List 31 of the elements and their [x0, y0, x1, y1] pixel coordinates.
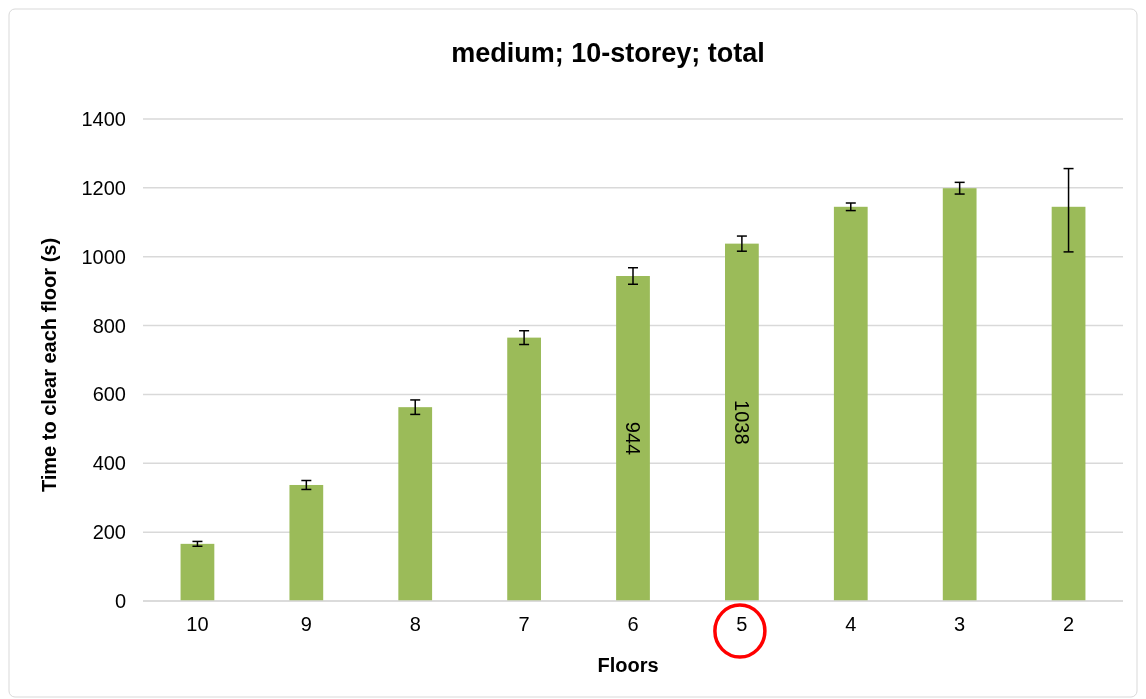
bar — [398, 407, 433, 601]
x-tick-label: 9 — [300, 613, 312, 635]
data-label: 1038 — [730, 400, 753, 445]
x-tick-label: 8 — [409, 613, 421, 635]
bar — [725, 243, 759, 601]
bar — [180, 543, 215, 601]
y-axis-title: Time to clear each floor (s) — [38, 237, 60, 493]
x-axis-title: Floors — [597, 654, 659, 676]
bar — [289, 484, 324, 601]
bar — [616, 275, 650, 601]
x-tick-label: 7 — [518, 613, 530, 635]
y-tick-label: 200 — [92, 521, 126, 544]
x-tick-label: 3 — [954, 613, 966, 635]
chart-title: medium; 10-storey; total — [451, 38, 765, 68]
x-tick-label: 4 — [845, 613, 857, 635]
data-label: 944 — [622, 421, 644, 456]
bar — [942, 188, 977, 601]
x-tick-label: 2 — [1062, 613, 1075, 635]
y-tick-label: 0 — [114, 590, 126, 612]
x-tick-label: 5 — [736, 613, 748, 635]
bar — [507, 337, 541, 601]
bar — [1051, 206, 1086, 601]
y-tick-label: 1000 — [81, 245, 126, 268]
y-tick-label: 1200 — [81, 176, 126, 199]
y-tick-label: 400 — [92, 452, 126, 475]
y-tick-label: 800 — [92, 314, 126, 337]
x-tick-label: 6 — [627, 613, 639, 635]
y-tick-label: 1400 — [81, 108, 126, 130]
bar — [833, 206, 868, 601]
x-tick-label: 10 — [186, 613, 209, 635]
y-tick-label: 600 — [92, 383, 126, 406]
